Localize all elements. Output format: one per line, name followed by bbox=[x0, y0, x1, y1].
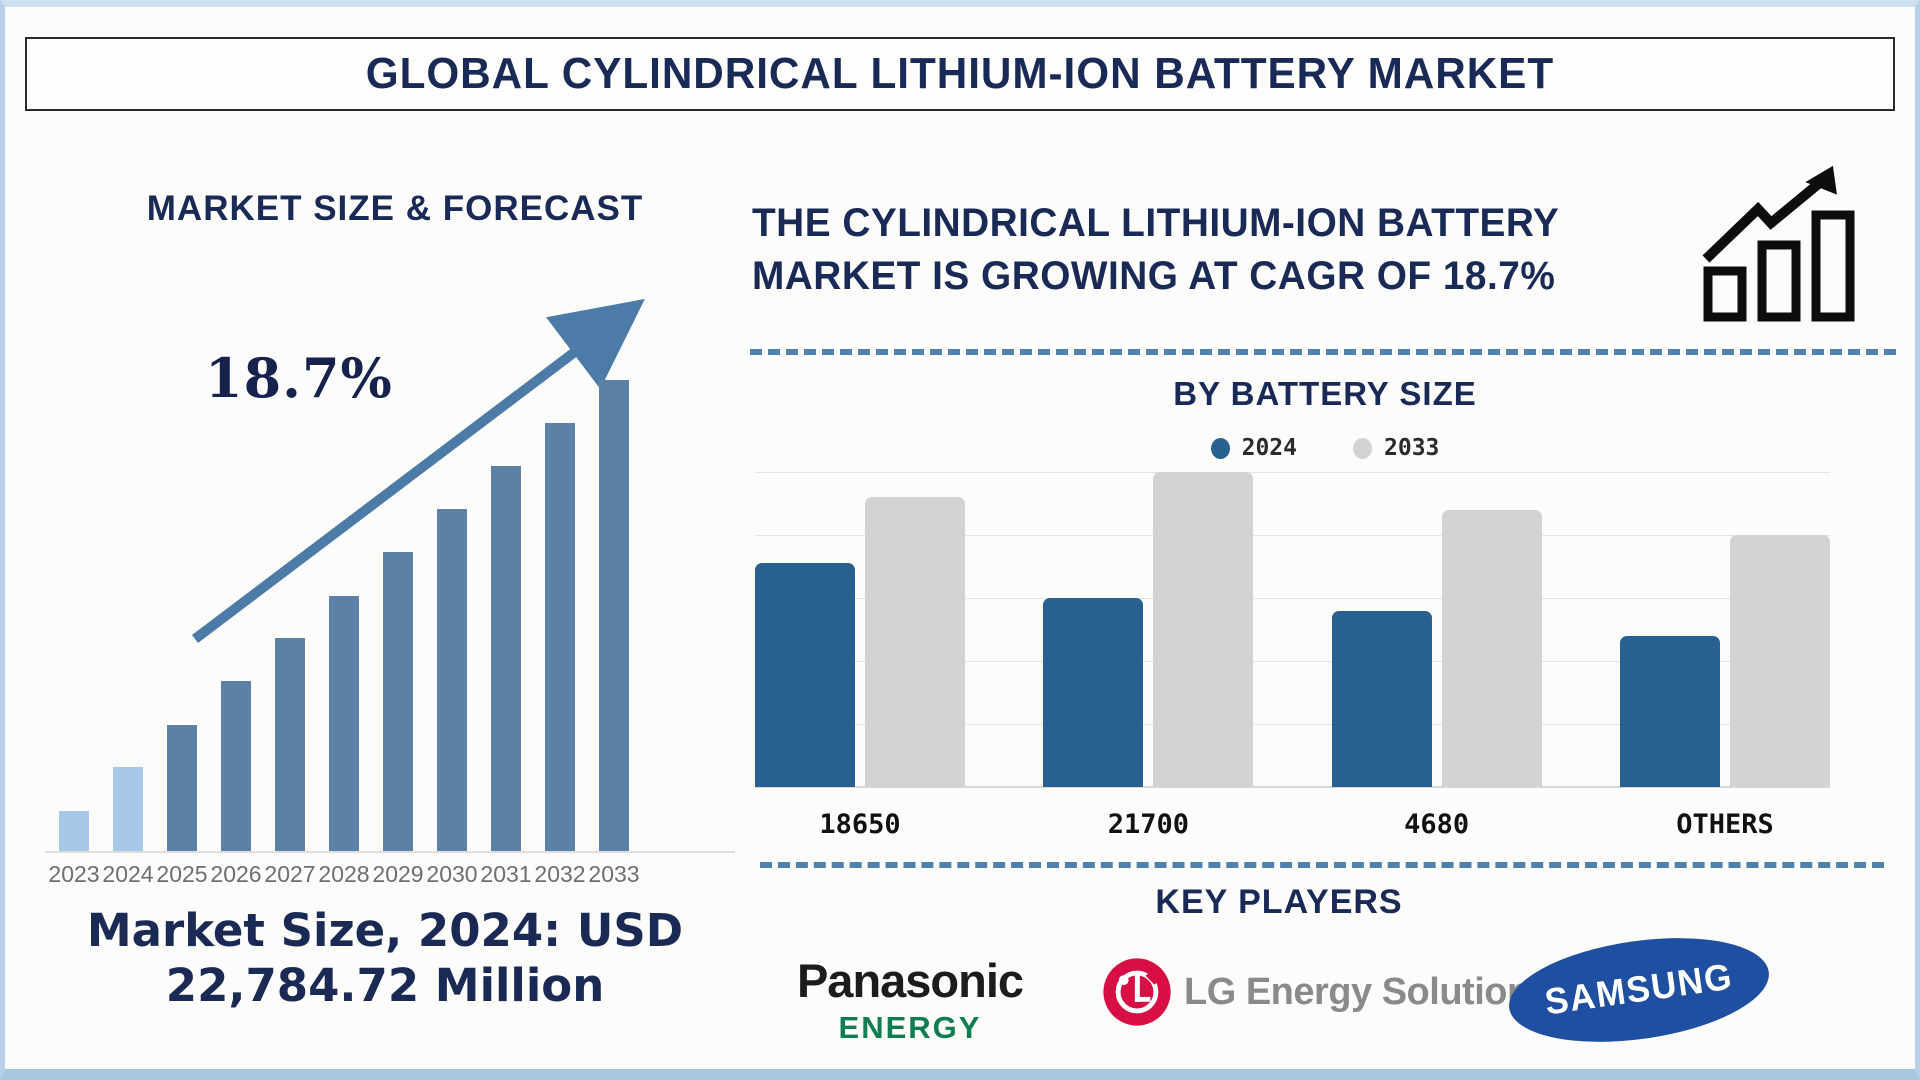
forecast-bar-2033 bbox=[599, 380, 629, 851]
market-size-panel: MARKET SIZE & FORECAST 18.7% 2023 2024 202… bbox=[45, 137, 745, 1057]
title-box: GLOBAL CYLINDRICAL LITHIUM-ION BATTERY M… bbox=[25, 37, 1895, 111]
gridline bbox=[755, 535, 1830, 536]
growth-arrow-icon bbox=[191, 298, 645, 643]
lg-energy-solution-logo: LG Energy Solution bbox=[1102, 957, 1530, 1027]
year-label-2031: 2031 bbox=[480, 861, 532, 887]
cagr-value-label: 18.7% bbox=[205, 346, 393, 410]
market-size-caption-line1: Market Size, 2024: USD bbox=[86, 904, 684, 957]
market-size-heading: MARKET SIZE & FORECAST bbox=[146, 189, 644, 228]
right-panel: THE CYLINDRICAL LITHIUM-ION BATTERY MARK… bbox=[750, 157, 1900, 1069]
year-label-2030: 2030 bbox=[426, 861, 478, 887]
year-label-2033: 2033 bbox=[588, 861, 640, 887]
bar-group-4680 bbox=[1331, 510, 1542, 787]
forecast-bar-2031 bbox=[491, 466, 521, 851]
x-axis-line bbox=[45, 851, 735, 853]
gridline bbox=[755, 661, 1830, 662]
battery-size-chart bbox=[755, 472, 1830, 788]
forecast-bar-2032 bbox=[545, 423, 575, 851]
baseline bbox=[755, 786, 1830, 788]
battery-size-category-labels: 18650 21700 4680 OTHERS bbox=[755, 809, 1830, 840]
battery-size-title: BY BATTERY SIZE bbox=[1173, 375, 1477, 412]
category-label-21700: 21700 bbox=[1107, 809, 1189, 840]
battery-size-bars bbox=[755, 472, 1830, 787]
dashed-divider-top bbox=[750, 349, 1896, 355]
page-title: GLOBAL CYLINDRICAL LITHIUM-ION BATTERY M… bbox=[365, 49, 1555, 98]
forecast-bar-2028 bbox=[329, 596, 359, 851]
cagr-headline: THE CYLINDRICAL LITHIUM-ION BATTERY MARK… bbox=[752, 197, 1674, 303]
category-label-18650: 18650 bbox=[819, 809, 901, 840]
category-label-4680: 4680 bbox=[1404, 809, 1470, 840]
forecast-bar-chart: 18.7% bbox=[45, 241, 745, 853]
forecast-bar-2024 bbox=[113, 767, 143, 851]
forecast-bar-2030 bbox=[437, 509, 467, 851]
market-size-caption: Market Size, 2024: USD 22,784.72 Million bbox=[45, 904, 725, 1014]
year-label-2024: 2024 bbox=[102, 861, 154, 887]
forecast-bar-2029 bbox=[383, 552, 413, 851]
year-label-2023: 2023 bbox=[48, 861, 100, 887]
forecast-bar-2026 bbox=[221, 681, 251, 851]
key-players-logos: Panasonic ENERGY LG Energy Solution SAMS… bbox=[750, 923, 1900, 1065]
legend-item-2024: 2024 bbox=[1210, 435, 1297, 461]
bar-group-OTHERS bbox=[1619, 535, 1830, 787]
year-label-2032: 2032 bbox=[534, 861, 586, 887]
year-label-2029: 2029 bbox=[372, 861, 424, 887]
key-players-title: KEY PLAYERS bbox=[1155, 883, 1403, 921]
year-axis-labels: 2023 2024 2025 2026 2027 2028 2029 2030 2031 2032… bbox=[47, 861, 641, 888]
market-size-caption-line2: 22,784.72 Million bbox=[165, 958, 605, 1012]
samsung-wordmark: SAMSUNG bbox=[1542, 956, 1736, 1023]
dashed-divider-bottom bbox=[760, 862, 1884, 868]
samsung-logo: SAMSUNG bbox=[1502, 923, 1776, 1057]
gridline bbox=[755, 472, 1830, 473]
year-label-2025: 2025 bbox=[156, 861, 208, 887]
category-label-OTHERS: OTHERS bbox=[1676, 809, 1774, 840]
year-label-2028: 2028 bbox=[318, 861, 370, 887]
cagr-headline-line1: THE CYLINDRICAL LITHIUM-ION BATTERY bbox=[752, 201, 1560, 245]
forecast-bar-2025 bbox=[167, 725, 197, 851]
legend-item-2033: 2033 bbox=[1353, 435, 1439, 461]
legend-label-2033: 2033 bbox=[1384, 435, 1440, 461]
battery-bar-21700-2024 bbox=[1043, 598, 1144, 787]
forecast-bar-2023 bbox=[59, 811, 89, 851]
battery-bar-18650-2033 bbox=[865, 497, 965, 787]
lg-wordmark: LG Energy Solution bbox=[1184, 970, 1530, 1013]
panasonic-energy-wordmark: ENERGY bbox=[838, 1010, 982, 1045]
panasonic-energy-logo: Panasonic ENERGY bbox=[775, 953, 1045, 1046]
legend-label-2024: 2024 bbox=[1241, 435, 1297, 461]
battery-bar-OTHERS-2024 bbox=[1619, 636, 1720, 787]
bar-growth-icon bbox=[1702, 165, 1855, 322]
bar-group-21700 bbox=[1043, 472, 1254, 787]
legend-dot-2033-icon bbox=[1353, 437, 1372, 459]
battery-bar-4680-2024 bbox=[1331, 611, 1432, 787]
panasonic-wordmark: Panasonic bbox=[796, 954, 1024, 1007]
battery-size-legend: 2024 2033 bbox=[750, 435, 1900, 461]
forecast-bar-2027 bbox=[275, 638, 305, 851]
battery-bar-4680-2033 bbox=[1441, 510, 1542, 787]
bar-group-18650 bbox=[755, 497, 965, 787]
forecast-bars bbox=[59, 241, 629, 851]
cagr-headline-line2: MARKET IS GROWING AT CAGR OF 18.7% bbox=[752, 253, 1556, 298]
legend-dot-2024-icon bbox=[1210, 437, 1230, 459]
year-label-2026: 2026 bbox=[210, 861, 262, 887]
lg-emblem-icon bbox=[1103, 958, 1171, 1026]
battery-bar-21700-2033 bbox=[1153, 472, 1254, 787]
battery-bar-OTHERS-2033 bbox=[1729, 535, 1830, 787]
gridline bbox=[755, 598, 1830, 599]
battery-bar-18650-2024 bbox=[755, 563, 855, 787]
year-label-2027: 2027 bbox=[264, 861, 316, 887]
gridline bbox=[755, 724, 1830, 725]
